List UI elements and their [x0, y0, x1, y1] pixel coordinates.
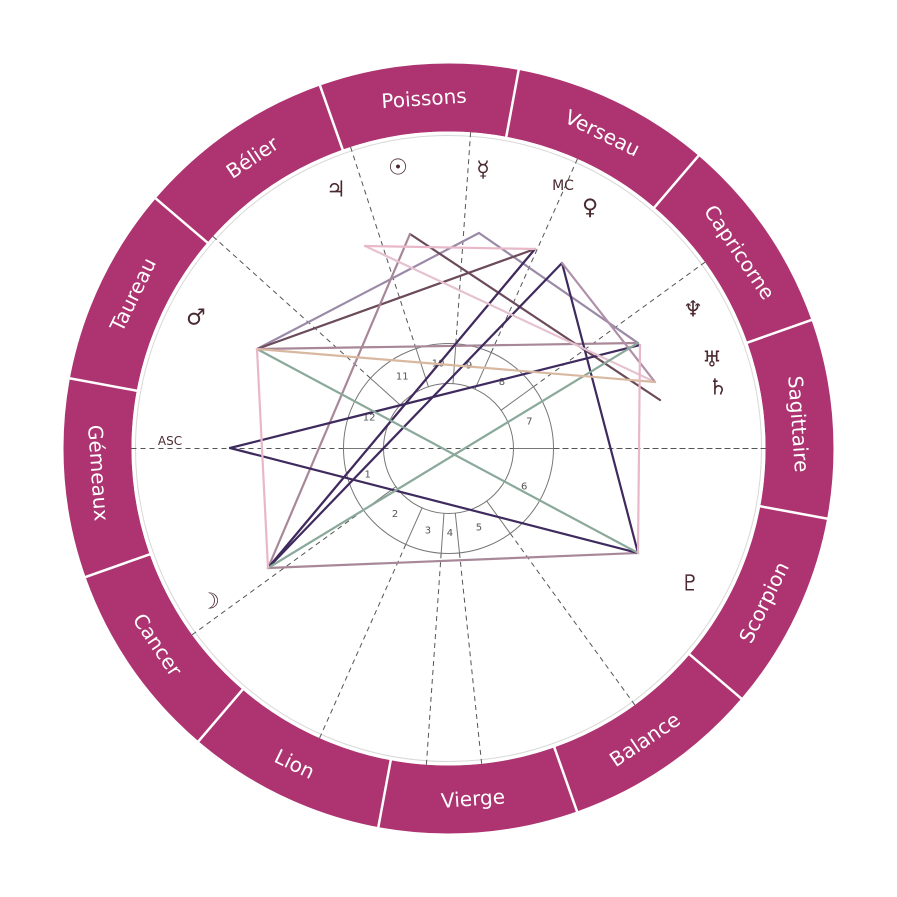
house-divider — [370, 377, 401, 406]
aspect-line — [363, 244, 657, 384]
moon-icon: ☽ — [200, 590, 220, 615]
aspect-line — [255, 347, 657, 384]
aspect-line — [255, 247, 537, 351]
house-number-12: 12 — [363, 413, 376, 424]
zodiac-divider — [687, 652, 744, 701]
saturn-icon: ♄ — [708, 376, 728, 401]
house-number-1: 1 — [364, 469, 370, 480]
planet-glyphs: ☉ ☿ ♀ ♃ ♂ ♆ ♅ ♄ ♇ ☽ — [186, 156, 728, 615]
house-number-6: 6 — [521, 482, 527, 493]
aspect-line — [636, 343, 642, 555]
zodiac-ring — [63, 63, 834, 834]
house-number-2: 2 — [392, 509, 398, 520]
pluto-icon: ♇ — [680, 572, 700, 597]
sign-label-7: Vierge — [440, 784, 506, 812]
ascendant-label: ASC — [158, 434, 182, 448]
zodiac-divider — [504, 67, 521, 140]
aspect-line — [363, 244, 537, 251]
house-number-7: 7 — [526, 417, 532, 428]
zodiac-divider — [153, 196, 210, 245]
aspect-lines — [228, 231, 662, 570]
house-number-5: 5 — [476, 522, 482, 533]
zodiac-divider — [196, 687, 245, 744]
jupiter-icon: ♃ — [326, 178, 346, 203]
zodiac-divider — [552, 745, 579, 814]
house-divider — [405, 507, 423, 545]
aspect-line — [228, 343, 642, 450]
neptune-icon: ♆ — [683, 298, 703, 323]
venus-icon: ♀ — [582, 196, 598, 221]
chart-angles: ASC MC — [158, 178, 574, 448]
house-divider — [454, 513, 460, 553]
aspect-line — [255, 347, 640, 555]
aspect-line — [266, 261, 564, 570]
house-number-8: 8 — [499, 377, 505, 388]
zodiac-divider — [652, 153, 701, 210]
house-number-4: 4 — [447, 528, 453, 539]
aspect-line — [255, 231, 481, 351]
aspect-line — [266, 232, 412, 570]
aspect-line — [266, 551, 640, 570]
sun-icon: ☉ — [388, 156, 408, 181]
aspect-line — [560, 261, 640, 555]
zodiac-divider — [67, 376, 140, 393]
midheaven-label: MC — [552, 178, 574, 194]
sign-label-1: Poissons — [381, 83, 468, 113]
zodiac-divider — [757, 504, 830, 521]
aspect-line — [408, 232, 662, 402]
zodiac-divider — [376, 757, 393, 830]
house-divider — [474, 352, 492, 390]
mercury-icon: ☿ — [476, 158, 490, 183]
house-number-11: 11 — [396, 372, 409, 383]
zodiac-divider — [318, 83, 345, 152]
aspect-line — [266, 341, 640, 570]
house-divider — [500, 386, 534, 411]
house-divider — [440, 513, 445, 554]
house-number-3: 3 — [425, 525, 431, 536]
aspect-line — [255, 347, 270, 570]
zodiac-divider — [745, 318, 814, 345]
mars-icon: ♂ — [186, 306, 206, 331]
aspect-line — [266, 247, 537, 570]
house-lines — [131, 132, 766, 765]
uranus-icon: ♅ — [702, 348, 722, 373]
zodiac-divider — [83, 552, 152, 579]
aspect-line — [228, 446, 640, 555]
